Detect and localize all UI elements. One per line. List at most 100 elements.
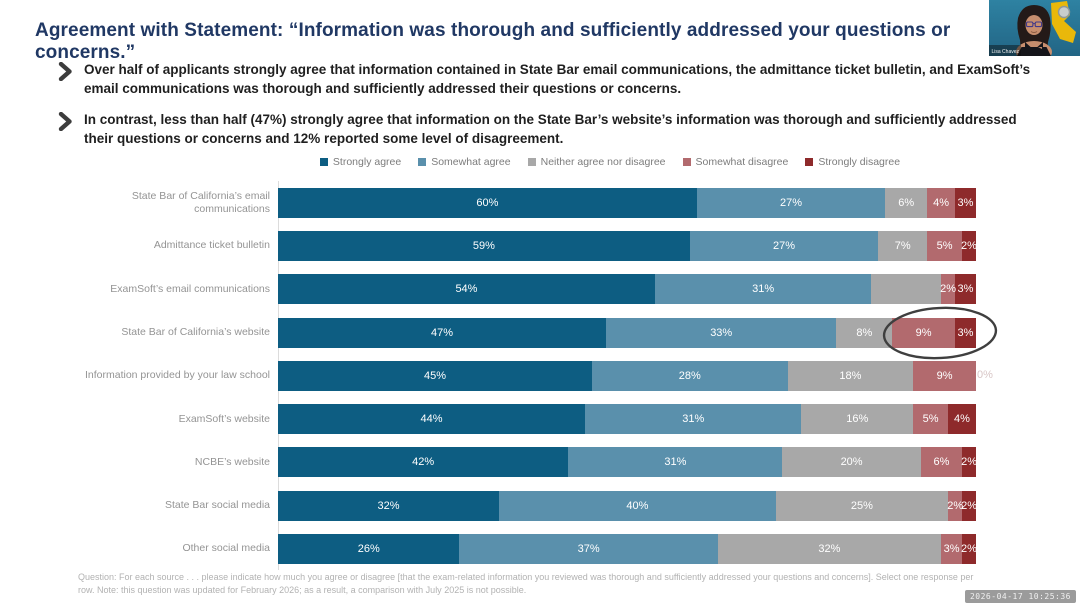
bar-segment: 4% — [927, 187, 956, 218]
bar-segment: 44% — [278, 404, 586, 435]
stacked-bar: 45% 28% 18% 9% 0% — [278, 360, 993, 391]
bar-segment: 4% — [948, 404, 976, 435]
bar-segment: 2% — [961, 490, 977, 521]
bar-segment: 2% — [961, 534, 977, 565]
webcam-tile[interactable]: Lisa Chavez — [989, 0, 1080, 63]
legend-swatch-icon — [527, 158, 536, 166]
legend-label: Somewhat disagree — [695, 156, 789, 168]
segment-value-label: 44% — [420, 413, 443, 426]
segment-value-label: 60% — [476, 196, 499, 209]
bar-segment: 20% — [782, 447, 921, 478]
chevron-right-icon — [58, 111, 84, 148]
category-label: Admittance ticket bulletin — [153, 239, 270, 252]
bar-segment: 16% — [801, 404, 914, 435]
category-label: NCBE’s website — [194, 455, 270, 468]
bar-segment: 33% — [606, 317, 837, 348]
segment-value-label: 9% — [936, 369, 953, 382]
legend-swatch-icon — [319, 158, 328, 166]
bar-segment: 32% — [717, 534, 942, 565]
category-label: ExamSoft’s website — [178, 412, 270, 425]
segment-value-label: 27% — [780, 196, 803, 209]
bar-segment: 28% — [592, 360, 788, 391]
segment-value-label: 5% — [936, 239, 953, 252]
slide-footnote: Question: For each source . . . please i… — [78, 572, 974, 596]
segment-value-label: 9% — [915, 326, 932, 339]
bar-segment: 5% — [927, 230, 963, 261]
legend-swatch-icon — [805, 158, 814, 166]
bar-segment: 59% — [278, 230, 690, 261]
segment-value-label: 3% — [957, 283, 974, 296]
bar-segment — [871, 274, 942, 305]
stacked-bar: 26% 37% 32% 3% 2% — [278, 534, 977, 565]
bar-segment: 2% — [961, 230, 977, 261]
segment-value-label: 2% — [961, 543, 977, 556]
segment-value-label: 54% — [455, 283, 478, 296]
legend-label: Strongly disagree — [818, 156, 901, 168]
chart-row: NCBE’s website 42% 31% 20% 6% 2% — [70, 441, 977, 484]
stacked-bar: 44% 31% 16% 5% 4% — [278, 404, 976, 435]
segment-value-label: 26% — [357, 543, 380, 556]
bar-segment: 42% — [278, 447, 569, 478]
chart-row: Information provided by your law school 4… — [70, 354, 993, 397]
legend-label: Neither agree nor disagree — [540, 156, 666, 168]
stacked-bar: 47% 33% 8% 9% 3% — [278, 317, 976, 348]
category-label: Information provided by your law school — [84, 369, 270, 382]
legend-label: Somewhat agree — [431, 156, 511, 168]
segment-value-label: 2% — [940, 283, 957, 296]
segment-value-label: 33% — [710, 326, 733, 339]
segment-value-label: 2% — [961, 239, 977, 252]
segment-value-label: 16% — [846, 413, 869, 426]
stacked-bar: 54% 31% 2% 3% — [278, 274, 976, 305]
bullet-item: Over half of applicants strongly agree t… — [58, 61, 1043, 98]
segment-value-label: 28% — [678, 369, 701, 382]
chart-row: State Bar of California’s website 47% 33% 8… — [70, 311, 976, 354]
segment-value-label: 2% — [947, 499, 964, 512]
stacked-bar: 32% 40% 25% 2% 2% — [278, 490, 977, 521]
stacked-bar: 59% 27% 7% 5% 2% — [278, 230, 977, 261]
segment-value-label: 42% — [412, 456, 435, 469]
segment-value-label: 25% — [850, 499, 873, 512]
bar-segment: 31% — [568, 447, 783, 478]
bar-segment: 54% — [278, 274, 655, 305]
segment-value-label: 4% — [954, 413, 970, 426]
bar-segment: 6% — [920, 447, 963, 478]
stacked-bar: 60% 27% 6% 4% 3% — [278, 187, 976, 218]
legend-swatch-icon — [682, 158, 691, 166]
bullet-item: In contrast, less than half (47%) strong… — [58, 111, 1043, 148]
segment-value-label: 31% — [682, 413, 705, 426]
segment-value-label: 20% — [840, 456, 863, 469]
bar-segment: 32% — [278, 490, 500, 521]
legend-item: Somewhat disagree — [682, 156, 789, 168]
segment-value-label: 32% — [377, 499, 400, 512]
segment-value-label: 37% — [577, 543, 600, 556]
bar-segment: 31% — [654, 274, 872, 305]
chart-row: ExamSoft’s website 44% 31% 16% 5% 4% — [70, 397, 976, 440]
bar-segment: 18% — [787, 360, 914, 391]
bar-segment: 27% — [689, 230, 879, 261]
segment-value-label: 5% — [922, 413, 939, 426]
chart-row: Admittance ticket bulletin 59% 27% 7% 5% 2% — [70, 224, 977, 267]
bar-segment: 31% — [585, 404, 802, 435]
chevron-right-icon — [58, 61, 84, 98]
legend-item: Neither agree nor disagree — [527, 156, 666, 168]
segment-value-label: 6% — [933, 456, 950, 469]
category-label: State Bar of California’s website — [121, 325, 270, 338]
segment-value-label: 31% — [752, 283, 775, 296]
bar-segment: 40% — [499, 490, 776, 521]
segment-value-label: 2% — [961, 456, 977, 469]
chart-row: State Bar of California’s email communic… — [70, 181, 976, 224]
category-label: ExamSoft’s email communications — [110, 282, 270, 295]
segment-value-label: 18% — [839, 369, 862, 382]
bar-segment: 26% — [278, 534, 460, 565]
segment-value-label: 0% — [976, 368, 993, 381]
segment-value-label: 3% — [957, 326, 974, 339]
chart-rows: State Bar of California’s email communic… — [70, 181, 993, 571]
segment-value-label: 40% — [626, 499, 649, 512]
legend-label: Strongly agree — [332, 156, 402, 168]
segment-value-label: 3% — [957, 196, 974, 209]
bar-segment: 47% — [278, 317, 607, 348]
segment-value-label: 32% — [818, 543, 841, 556]
bar-segment: 9% — [892, 317, 956, 348]
participant-avatar — [1016, 5, 1052, 63]
